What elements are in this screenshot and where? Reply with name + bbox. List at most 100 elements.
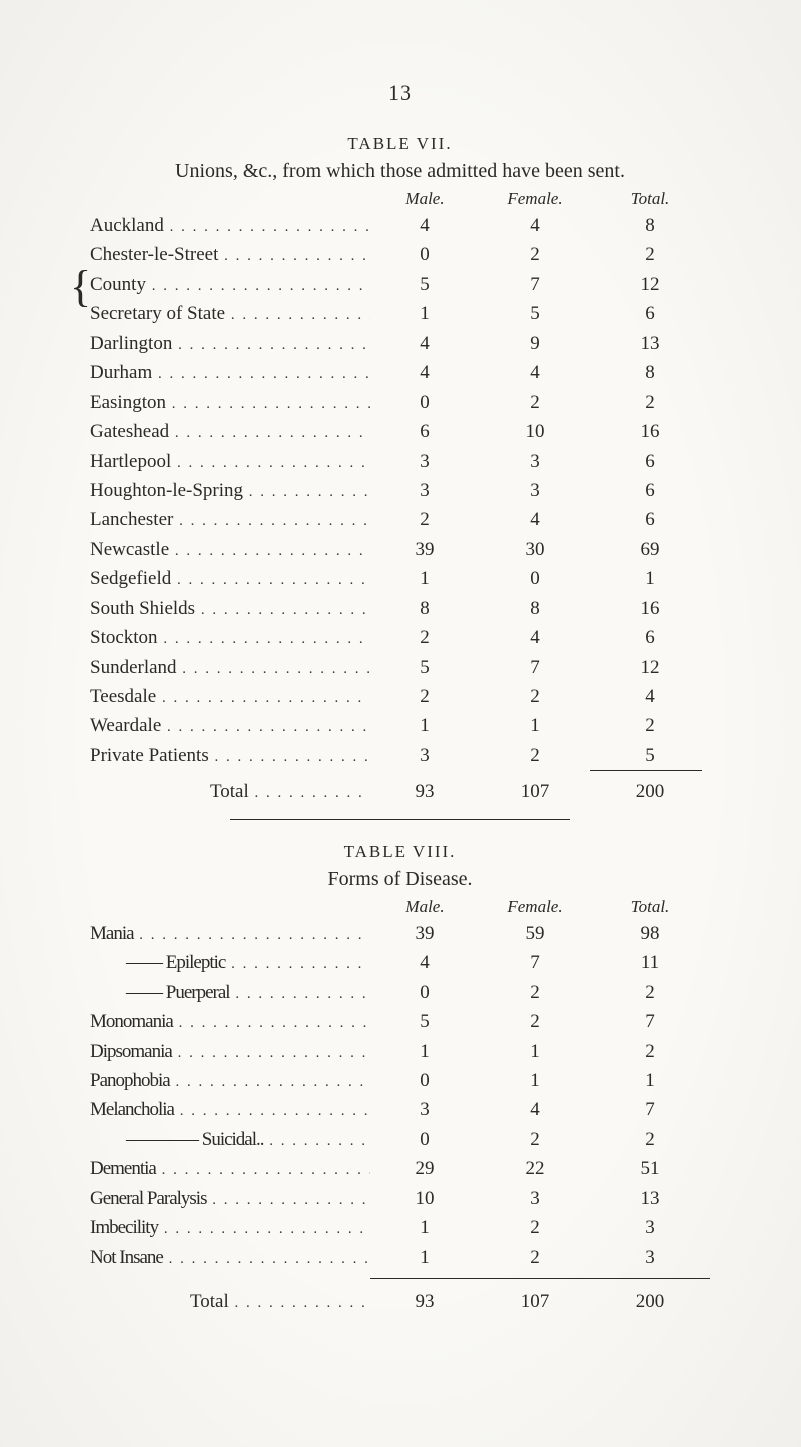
cell: 0 — [370, 978, 480, 1007]
cell: 0 — [370, 1125, 480, 1154]
row-label: Lanchester — [90, 509, 173, 530]
table-row: Easington022 — [90, 388, 710, 417]
cell: 1 — [370, 1037, 480, 1066]
table-row: Panophobia011 — [90, 1066, 710, 1095]
cell: 6 — [590, 505, 710, 534]
row-label: Not Insane — [90, 1247, 163, 1268]
cell: 3 — [480, 476, 590, 505]
cell: 7 — [590, 1007, 710, 1036]
cell: 4 — [480, 1095, 590, 1124]
table7-total-male: 93 — [370, 777, 480, 806]
table-row: Durham448 — [90, 358, 710, 387]
row-label: Stockton — [90, 627, 158, 648]
table7-caption: Unions, &c., from which those admitted h… — [90, 160, 710, 183]
table-row: Darlington 4913 — [90, 329, 710, 358]
row-label: Monomania — [90, 1011, 173, 1032]
cell: 2 — [480, 388, 590, 417]
table7-total-row: Total 93 107 200 — [90, 777, 710, 806]
row-label: Gateshead — [90, 421, 169, 442]
row-label: Sedgefield — [90, 568, 171, 589]
brace-group: {County5712Secretary of State156 — [90, 270, 710, 329]
table-row: Sedgefield101 — [90, 564, 710, 593]
table-row: Private Patients325 — [90, 741, 710, 770]
table-row: Dementia292251 — [90, 1154, 710, 1183]
cell: 2 — [480, 1007, 590, 1036]
table-row: Teesdale224 — [90, 682, 710, 711]
table-row: —— Puerperal022 — [90, 978, 710, 1007]
cell: 8 — [590, 358, 710, 387]
cell: 3 — [480, 447, 590, 476]
col-header-female: Female. — [480, 189, 590, 209]
row-label: Weardale — [90, 715, 161, 736]
col-header-total: Total. — [590, 897, 710, 917]
table8-total-total: 200 — [590, 1287, 710, 1316]
cell: 4 — [480, 358, 590, 387]
row-label: Imbecility — [90, 1217, 158, 1238]
cell: 59 — [480, 919, 590, 948]
table-row: General Paralysis10313 — [90, 1184, 710, 1213]
cell: 1 — [370, 564, 480, 593]
table8-sum-rule — [90, 1272, 710, 1281]
cell: 69 — [590, 535, 710, 564]
curly-brace-icon: { — [70, 273, 91, 302]
table-row: County5712 — [90, 270, 710, 299]
table-row: Auckland448 — [90, 211, 710, 240]
row-label: Chester-le-Street — [90, 244, 218, 265]
cell: 3 — [590, 1213, 710, 1242]
cell: 6 — [590, 447, 710, 476]
table8: TABLE VIII. Forms of Disease. Male. Fema… — [90, 842, 710, 1317]
table7-total-female: 107 — [480, 777, 590, 806]
cell: 2 — [370, 623, 480, 652]
table-row: —— Epileptic4711 — [90, 948, 710, 977]
cell: 16 — [590, 594, 710, 623]
cell: 5 — [370, 270, 480, 299]
cell: 3 — [590, 1243, 710, 1272]
cell: 6 — [590, 299, 710, 328]
cell: 4 — [370, 329, 480, 358]
table-row: Lanchester246 — [90, 505, 710, 534]
row-label: Hartlepool — [90, 451, 171, 472]
cell: 30 — [480, 535, 590, 564]
table-row: Secretary of State156 — [90, 299, 710, 328]
cell: 1 — [370, 1243, 480, 1272]
cell: 4 — [480, 505, 590, 534]
cell: 2 — [590, 978, 710, 1007]
cell: 13 — [590, 1184, 710, 1213]
table-row: ———— Suicidal..022 — [90, 1125, 710, 1154]
cell: 11 — [590, 948, 710, 977]
cell: 8 — [590, 211, 710, 240]
cell: 2 — [480, 1213, 590, 1242]
cell: 13 — [590, 329, 710, 358]
cell: 7 — [480, 270, 590, 299]
cell: 1 — [480, 1066, 590, 1095]
cell: 2 — [590, 1125, 710, 1154]
cell: 2 — [480, 682, 590, 711]
table-row: Dipsomania112 — [90, 1037, 710, 1066]
cell: 3 — [480, 1184, 590, 1213]
cell: 2 — [480, 978, 590, 1007]
cell: 1 — [480, 711, 590, 740]
cell: 2 — [480, 1243, 590, 1272]
cell: 39 — [370, 535, 480, 564]
table-row: Hartlepool336 — [90, 447, 710, 476]
cell: 4 — [480, 623, 590, 652]
cell: 3 — [370, 741, 480, 770]
page: 13 TABLE VII. Unions, &c., from which th… — [90, 80, 710, 1316]
cell: 3 — [370, 447, 480, 476]
page-number: 13 — [90, 80, 710, 106]
cell: 4 — [370, 211, 480, 240]
row-label: Durham — [90, 362, 152, 383]
table-row: Not Insane 123 — [90, 1243, 710, 1272]
cell: 9 — [480, 329, 590, 358]
row-label: Teesdale — [90, 686, 156, 707]
row-label: Houghton-le-Spring — [90, 480, 243, 501]
cell: 4 — [370, 948, 480, 977]
row-label: —— Epileptic — [126, 952, 225, 973]
cell: 16 — [590, 417, 710, 446]
table-row: Monomania527 — [90, 1007, 710, 1036]
row-label: Darlington — [90, 333, 172, 354]
cell: 1 — [590, 564, 710, 593]
table-row: Chester-le-Street022 — [90, 240, 710, 269]
table8-total-female: 107 — [480, 1287, 590, 1316]
cell: 2 — [480, 1125, 590, 1154]
